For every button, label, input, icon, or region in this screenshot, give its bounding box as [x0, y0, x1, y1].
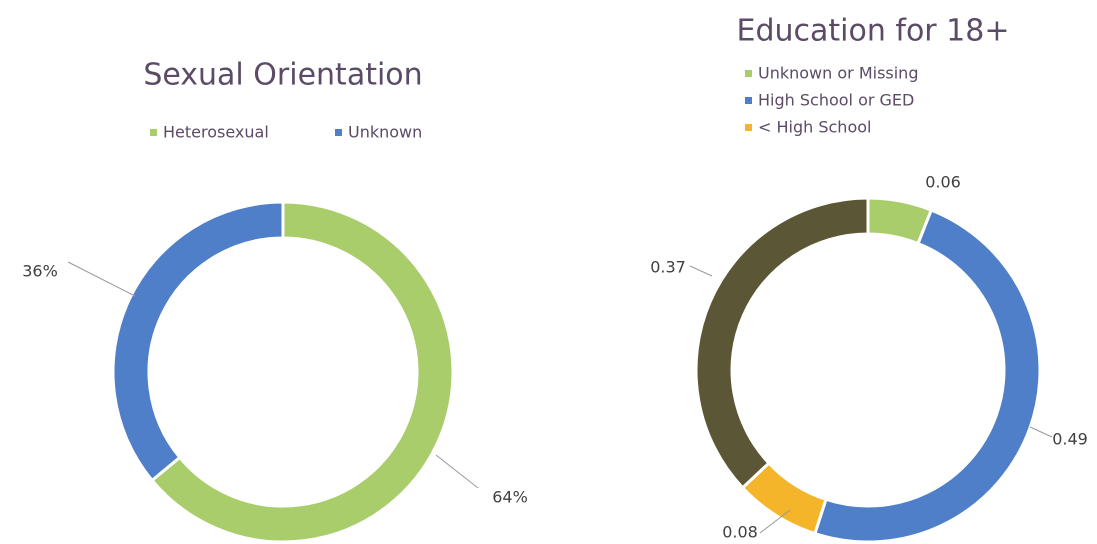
- legend-label: Unknown or Missing: [758, 64, 918, 83]
- legend-marker: [335, 129, 342, 136]
- chart-title: Sexual Orientation: [143, 58, 422, 93]
- data-label: 64%: [492, 488, 528, 507]
- legend-label: < High School: [758, 118, 871, 137]
- data-label: 0.49: [1052, 430, 1088, 449]
- legend-marker: [745, 97, 752, 104]
- leader-line: [1029, 426, 1053, 438]
- legend-label: High School or GED: [758, 91, 914, 110]
- donut-segment: [111, 200, 285, 483]
- donut-segment: [812, 208, 1042, 544]
- legend-marker: [150, 129, 157, 136]
- donut-segment: [149, 200, 455, 544]
- data-label: 36%: [22, 262, 58, 281]
- data-label: 0.08: [722, 523, 758, 542]
- data-label: 0.06: [925, 173, 961, 192]
- leader-line: [67, 261, 136, 297]
- donut-segment: [694, 196, 870, 490]
- legend-label: Unknown: [348, 123, 422, 142]
- leader-line: [759, 509, 791, 534]
- leader-line: [435, 454, 479, 489]
- legend-marker: [745, 70, 752, 77]
- legend-marker: [745, 124, 752, 131]
- chart-title: Education for 18+: [737, 14, 1010, 49]
- data-label: 0.37: [650, 258, 686, 277]
- legend-label: Heterosexual: [163, 123, 269, 142]
- leader-line: [689, 265, 713, 277]
